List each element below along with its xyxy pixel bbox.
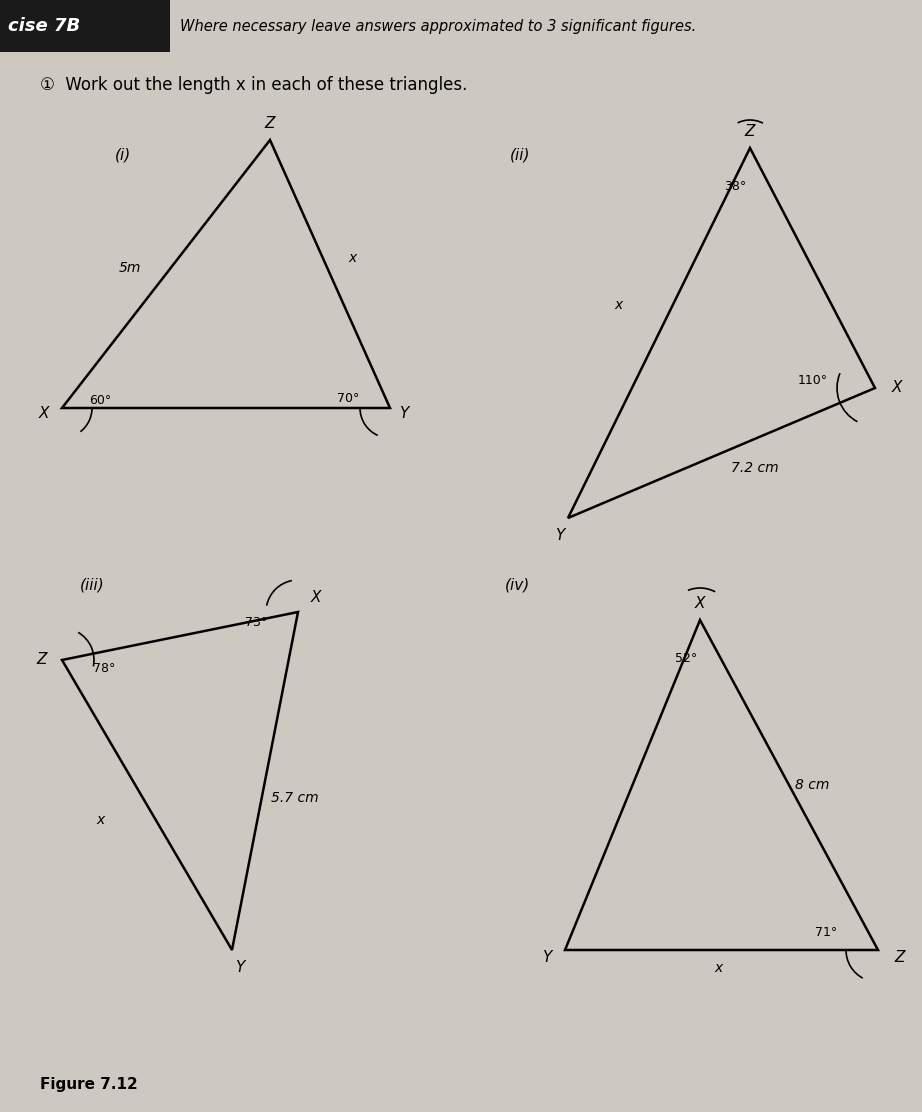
Text: (i): (i): [115, 148, 131, 163]
Text: x: x: [96, 813, 104, 827]
Text: Z: Z: [745, 125, 755, 139]
Text: X: X: [892, 380, 903, 396]
Text: cise 7B: cise 7B: [8, 17, 80, 34]
Text: Y: Y: [555, 528, 564, 544]
Text: Figure 7.12: Figure 7.12: [40, 1078, 137, 1092]
Text: x: x: [614, 298, 622, 312]
Text: X: X: [695, 596, 705, 612]
Text: x: x: [348, 251, 356, 265]
Text: (ii): (ii): [510, 148, 530, 163]
Text: 5.7 cm: 5.7 cm: [271, 791, 319, 805]
Text: 8 cm: 8 cm: [795, 778, 829, 792]
Text: (iv): (iv): [505, 578, 530, 593]
Text: 5m: 5m: [119, 261, 141, 275]
Text: Z: Z: [894, 951, 905, 965]
Text: Y: Y: [542, 951, 551, 965]
Text: Y: Y: [235, 961, 244, 975]
Text: Where necessary leave answers approximated to 3 significant figures.: Where necessary leave answers approximat…: [180, 19, 696, 33]
Text: 60°: 60°: [89, 394, 112, 407]
Text: X: X: [39, 406, 49, 420]
Bar: [0, 0, 170, 52]
Text: Z: Z: [37, 653, 47, 667]
Text: X: X: [311, 590, 321, 606]
Text: 52°: 52°: [675, 652, 697, 665]
Text: 71°: 71°: [815, 925, 837, 939]
Text: ①  Work out the length x in each of these triangles.: ① Work out the length x in each of these…: [40, 76, 467, 95]
Text: 73°: 73°: [245, 616, 267, 628]
Text: 78°: 78°: [93, 662, 115, 675]
Text: (iii): (iii): [80, 578, 105, 593]
Text: x: x: [714, 961, 722, 975]
Text: Y: Y: [399, 406, 408, 420]
Text: Z: Z: [265, 117, 276, 131]
Text: 7.2 cm: 7.2 cm: [731, 461, 779, 475]
Text: 110°: 110°: [798, 374, 828, 387]
Text: 38°: 38°: [724, 179, 746, 192]
Text: 70°: 70°: [337, 391, 360, 405]
